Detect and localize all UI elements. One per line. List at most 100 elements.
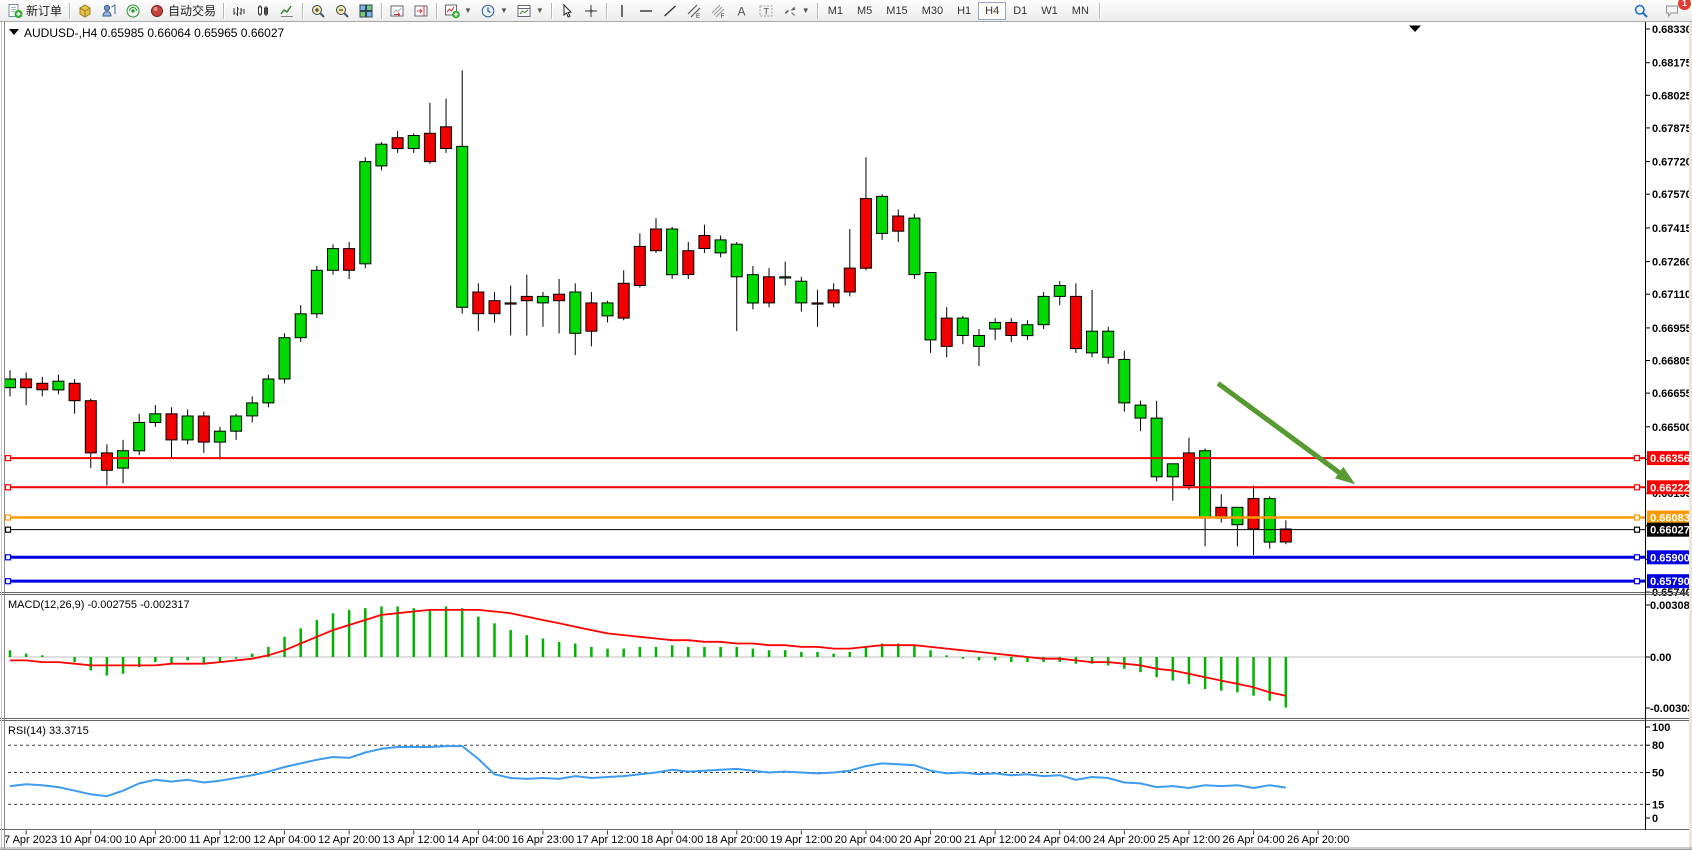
svg-text:MACD(12,26,9) -0.002755 -0.002: MACD(12,26,9) -0.002755 -0.002317 (8, 599, 190, 611)
fibonacci-button[interactable]: F (706, 1, 730, 21)
line-handle[interactable] (1633, 578, 1641, 585)
text-button[interactable]: A (730, 1, 754, 21)
svg-text:RSI(14) 33.3715: RSI(14) 33.3715 (8, 725, 89, 737)
cursor-button[interactable] (555, 1, 579, 21)
indicators-button[interactable]: ▼ (440, 1, 476, 21)
toolbar-separator (381, 2, 383, 19)
search-button[interactable] (1629, 1, 1653, 21)
svg-text:10 Apr 20:00: 10 Apr 20:00 (124, 834, 186, 846)
svg-text:0.68330: 0.68330 (1652, 24, 1692, 36)
new-order-icon (8, 3, 23, 18)
horizontal-line-button[interactable] (634, 1, 658, 21)
candlestick-icon (258, 4, 269, 16)
svg-text:18 Apr 04:00: 18 Apr 04:00 (641, 834, 703, 846)
timeframe-h4-button[interactable]: H4 (978, 1, 1007, 20)
crosshair-button[interactable] (579, 1, 603, 21)
new-order-button[interactable]: 新订单 (3, 1, 66, 21)
new-order-button-label: 新订单 (26, 4, 63, 18)
line-handle[interactable] (1633, 526, 1641, 533)
bar-chart-button[interactable] (227, 1, 251, 21)
line-chart-button[interactable] (275, 1, 299, 21)
signals-button[interactable] (121, 1, 145, 21)
vertical-line-button[interactable] (610, 1, 634, 21)
timeframe-m30-button[interactable]: M30 (915, 2, 950, 20)
crosshair-icon (584, 4, 597, 17)
svg-text:AUDUSD-,H4 0.65985 0.66064 0.: AUDUSD-,H4 0.65985 0.66064 0.65965 0.660… (24, 26, 285, 40)
auto-scroll-button[interactable] (385, 1, 409, 21)
horizontal-lines-layer[interactable] (4, 455, 1646, 585)
search-icon (1634, 4, 1648, 18)
line-handle[interactable] (4, 526, 12, 533)
periods-button[interactable]: ▼ (476, 1, 512, 21)
timeframe-h1-button[interactable]: H1 (950, 2, 978, 20)
toolbar-separator (69, 2, 71, 19)
timeframe-d1-button[interactable]: D1 (1006, 2, 1034, 20)
rsi-panel: 100 80 50 15 0 RSI(14) 33.3715 (8, 722, 1670, 825)
price-line-labels: 0.66356 0.66222 0.66083 0.65900 0.65790 0.660… (1647, 451, 1692, 589)
svg-text:0.67570: 0.67570 (1652, 189, 1692, 201)
zoom-out-button[interactable] (330, 1, 354, 21)
clock-icon (481, 4, 495, 17)
text-label-button[interactable]: T (754, 1, 778, 21)
svg-text:0.67720: 0.67720 (1652, 157, 1692, 169)
svg-text:0.65790: 0.65790 (1650, 576, 1690, 588)
svg-text:25 Apr 12:00: 25 Apr 12:00 (1158, 834, 1220, 846)
line-handle[interactable] (4, 554, 12, 561)
svg-text:A: A (737, 4, 745, 18)
tile-windows-button[interactable] (354, 1, 378, 21)
candles-layer (4, 70, 1292, 556)
zoom-out-icon (336, 4, 349, 18)
notifications-button[interactable] (1660, 1, 1684, 21)
line-handle[interactable] (1633, 514, 1641, 521)
price-chart-canvas[interactable]: 0.68330 0.68175 0.68025 0.67875 0.67720 0.675… (0, 22, 1692, 849)
chevron-down-icon: ▼ (535, 6, 544, 15)
line-handle[interactable] (1633, 554, 1641, 561)
arrows-button[interactable]: ▼ (778, 1, 814, 21)
zoom-in-icon (312, 4, 325, 18)
auto-trading-button[interactable]: 自动交易 (145, 1, 220, 21)
svg-text:24 Apr 20:00: 24 Apr 20:00 (1093, 834, 1155, 846)
svg-text:0.66222: 0.66222 (1650, 482, 1690, 494)
chevron-down-icon: ▼ (801, 6, 810, 15)
chart-window: 0.68330 0.68175 0.68025 0.67875 0.67720 0.675… (0, 22, 1692, 849)
timeframe-mn-button[interactable]: MN (1065, 2, 1096, 20)
svg-text:0.66955: 0.66955 (1652, 323, 1692, 335)
line-handle[interactable] (4, 455, 12, 462)
candlestick-button[interactable] (251, 1, 275, 21)
svg-text:0.67875: 0.67875 (1652, 123, 1692, 135)
timeframe-m1-button[interactable]: M1 (821, 2, 850, 20)
line-chart-icon (280, 5, 294, 17)
timeframe-w1-button[interactable]: W1 (1034, 2, 1065, 20)
line-handle[interactable] (1633, 455, 1641, 462)
line-handle[interactable] (4, 514, 12, 521)
svg-text:0.67415: 0.67415 (1652, 223, 1692, 235)
line-handle[interactable] (4, 578, 12, 585)
timeframe-m5-button[interactable]: M5 (850, 2, 879, 20)
svg-text:0.66027: 0.66027 (1650, 525, 1690, 537)
template-icon (517, 4, 531, 17)
svg-text:0.66805: 0.66805 (1652, 356, 1692, 368)
autotrade-icon (151, 4, 164, 17)
svg-text:24 Apr 04:00: 24 Apr 04:00 (1029, 834, 1091, 846)
svg-text:T: T (763, 6, 769, 16)
line-handle[interactable] (4, 484, 12, 491)
svg-text:0.65900: 0.65900 (1650, 552, 1690, 564)
channel-button[interactable]: E (682, 1, 706, 21)
svg-text:11 Apr 12:00: 11 Apr 12:00 (189, 834, 251, 846)
templates-button[interactable]: ▼ (512, 1, 548, 21)
trendline-button[interactable] (658, 1, 682, 21)
svg-text:20 Apr 04:00: 20 Apr 04:00 (835, 834, 897, 846)
trend-arrow-annotation[interactable] (1216, 381, 1356, 485)
cursor-icon (563, 3, 572, 18)
data-window-button[interactable] (97, 1, 121, 21)
svg-text:0.68175: 0.68175 (1652, 58, 1692, 70)
timeframe-m15-button[interactable]: M15 (879, 2, 914, 20)
svg-text:20 Apr 20:00: 20 Apr 20:00 (899, 834, 961, 846)
svg-text:26 Apr 04:00: 26 Apr 04:00 (1222, 834, 1284, 846)
chart-shift-button[interactable] (409, 1, 433, 21)
bar-chart-icon (233, 6, 245, 16)
zoom-in-button[interactable] (306, 1, 330, 21)
line-handle[interactable] (1633, 484, 1641, 491)
market-watch-button[interactable] (73, 1, 97, 21)
